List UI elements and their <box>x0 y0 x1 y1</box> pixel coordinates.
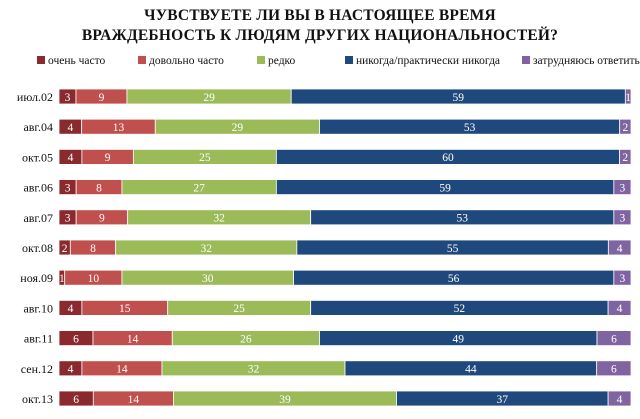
data-label: 25 <box>199 152 211 164</box>
category-label: авг.06 <box>23 181 53 195</box>
category-label: авг.11 <box>24 332 53 346</box>
data-label: 4 <box>68 152 74 164</box>
data-label: 3 <box>620 273 626 285</box>
legend-swatch <box>522 56 530 64</box>
legend-item: затрудняюсь ответить <box>522 55 640 67</box>
data-label: 2 <box>62 243 68 255</box>
legend-item: никогда/практически никогда <box>345 55 500 67</box>
category-label: ноя.09 <box>20 271 53 285</box>
bar-segment <box>613 179 632 196</box>
data-label: 59 <box>453 92 465 104</box>
category-label: июл.02 <box>17 90 53 104</box>
data-label: 4 <box>68 303 74 315</box>
data-label: 10 <box>88 273 100 285</box>
data-label: 14 <box>127 333 139 345</box>
data-label: 6 <box>611 333 617 345</box>
data-label: 1 <box>625 92 631 104</box>
bar-segment <box>596 330 632 347</box>
data-label: 6 <box>73 333 79 345</box>
data-label: 14 <box>128 394 140 406</box>
data-label: 29 <box>232 122 244 134</box>
bar-segment <box>607 239 632 256</box>
data-label: 32 <box>201 243 213 255</box>
legend-label: затрудняюсь ответить <box>533 55 640 67</box>
chart-title-line-1: ЧУВСТВУЕТЕ ЛИ ВЫ В НАСТОЯЩЕЕ ВРЕМЯ <box>144 7 496 24</box>
data-label: 13 <box>113 122 125 134</box>
data-label: 53 <box>464 122 476 134</box>
data-label: 44 <box>465 364 477 376</box>
data-label: 29 <box>203 92 215 104</box>
data-label: 32 <box>213 213 225 225</box>
bar-segment <box>624 88 632 105</box>
data-label: 25 <box>233 303 245 315</box>
category-label: авг.10 <box>23 301 53 315</box>
data-label: 56 <box>448 273 460 285</box>
legend-swatch <box>138 56 146 64</box>
category-label: окт.13 <box>22 392 53 406</box>
legend-label: никогда/практически никогда <box>356 55 501 67</box>
category-label: авг.07 <box>23 211 53 225</box>
data-label: 9 <box>99 92 105 104</box>
data-label: 9 <box>105 152 111 164</box>
category-label: окт.05 <box>22 150 53 164</box>
data-label: 55 <box>447 243 459 255</box>
data-label: 4 <box>68 364 74 376</box>
legend-label: очень часто <box>48 55 106 67</box>
data-label: 8 <box>90 243 96 255</box>
data-label: 60 <box>442 152 454 164</box>
data-label: 59 <box>439 182 451 194</box>
data-label: 37 <box>497 394 509 406</box>
data-label: 3 <box>65 182 71 194</box>
bar-segment <box>619 118 632 135</box>
data-label: 30 <box>202 273 214 285</box>
legend-item: довольно часто <box>138 55 224 67</box>
bar-segment <box>607 299 632 316</box>
data-label: 3 <box>65 213 71 225</box>
data-label: 52 <box>454 303 466 315</box>
data-label: 6 <box>611 364 617 376</box>
legend-item: очень часто <box>37 55 105 67</box>
legend-label: довольно часто <box>149 55 224 67</box>
data-label: 4 <box>617 243 623 255</box>
bar-segment <box>596 360 632 377</box>
bar-segment <box>613 209 632 226</box>
data-label: 4 <box>617 394 623 406</box>
data-label: 2 <box>622 152 628 164</box>
bar-segment <box>607 390 632 407</box>
chart-title-line-2: ВРАЖДЕБНОСТЬ К ЛЮДЯМ ДРУГИХ НАЦИОНАЛЬНОС… <box>81 27 559 44</box>
bar-segment <box>619 148 632 165</box>
data-label: 8 <box>96 182 102 194</box>
legend-label: редко <box>268 55 296 67</box>
data-label: 27 <box>193 182 205 194</box>
data-label: 3 <box>620 213 626 225</box>
data-label: 53 <box>457 213 469 225</box>
data-label: 32 <box>248 364 260 376</box>
legend-swatch <box>37 56 45 64</box>
data-label: 1 <box>59 273 65 285</box>
data-label: 14 <box>116 364 128 376</box>
data-label: 39 <box>279 394 291 406</box>
data-label: 49 <box>453 333 465 345</box>
legend-swatch <box>257 56 265 64</box>
data-label: 4 <box>67 122 73 134</box>
category-label: окт.08 <box>22 241 53 255</box>
data-label: 3 <box>65 92 71 104</box>
data-label: 6 <box>73 394 79 406</box>
data-label: 15 <box>119 303 131 315</box>
data-label: 4 <box>617 303 623 315</box>
bar-segment <box>613 269 632 286</box>
legend-swatch <box>345 56 353 64</box>
category-label: авг.04 <box>23 120 53 134</box>
legend-item: редко <box>257 55 295 67</box>
data-label: 3 <box>620 182 626 194</box>
data-label: 2 <box>622 122 628 134</box>
category-label: сен.12 <box>21 362 53 376</box>
data-label: 26 <box>240 333 252 345</box>
data-label: 9 <box>99 213 105 225</box>
legend: очень часто довольно часто редко никогда/пр… <box>0 55 640 71</box>
